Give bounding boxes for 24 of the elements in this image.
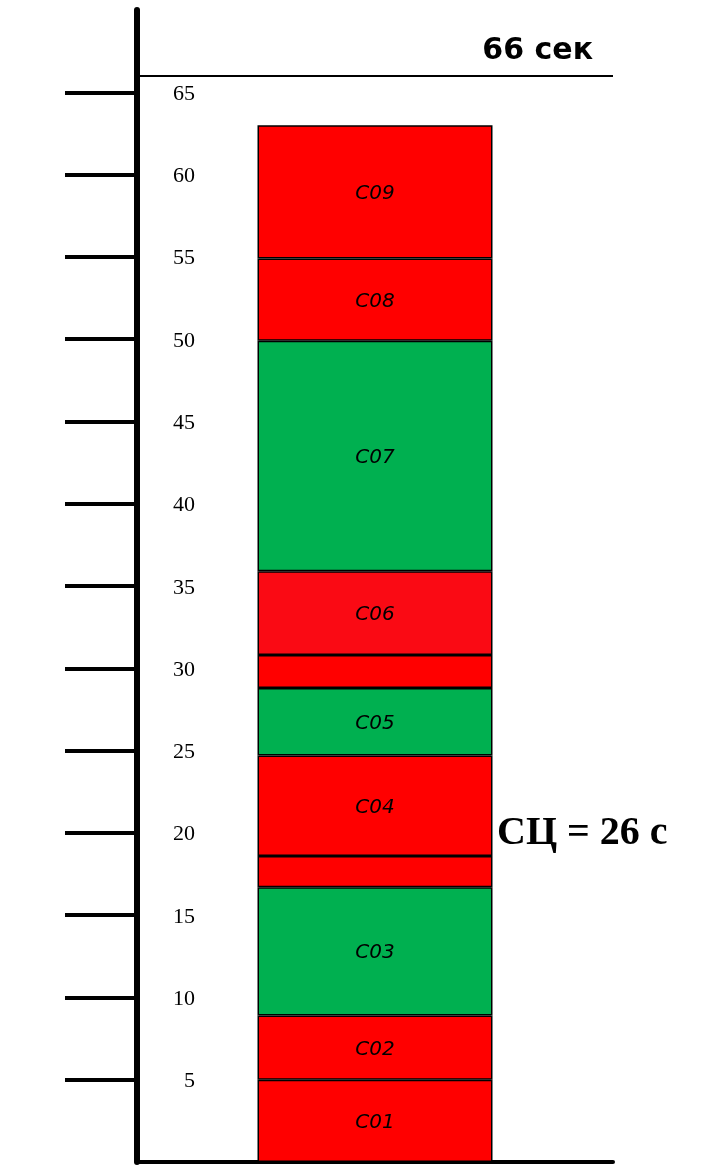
y-tick-label: 50 xyxy=(173,326,195,352)
series-label: C07 xyxy=(355,443,395,468)
annotation: СЦ = 26 с xyxy=(497,807,668,853)
y-tick-label: 15 xyxy=(173,902,195,928)
series-label: C02 xyxy=(355,1035,395,1060)
y-tick-label: 30 xyxy=(173,655,195,681)
series-label: C04 xyxy=(355,793,395,818)
series-label: C01 xyxy=(355,1108,395,1133)
y-tick-label: 60 xyxy=(173,162,195,188)
series-label: C05 xyxy=(355,709,395,734)
y-tick-label: 10 xyxy=(173,984,195,1010)
y-tick-label: 55 xyxy=(173,244,195,270)
y-tick-label: 25 xyxy=(173,738,195,764)
y-tick-label: 20 xyxy=(173,820,195,846)
series-label: C03 xyxy=(355,939,395,964)
y-tick-label: 45 xyxy=(173,408,195,434)
y-tick-label: 5 xyxy=(184,1067,195,1093)
series-label: C09 xyxy=(355,179,395,204)
y-tick-label: 65 xyxy=(173,79,195,105)
y-tick-label: 35 xyxy=(173,573,195,599)
ref-line-label: 66 сек xyxy=(482,31,593,67)
series-label: C06 xyxy=(355,601,395,626)
y-tick-label: 40 xyxy=(173,491,195,517)
series-label: C08 xyxy=(355,287,395,312)
